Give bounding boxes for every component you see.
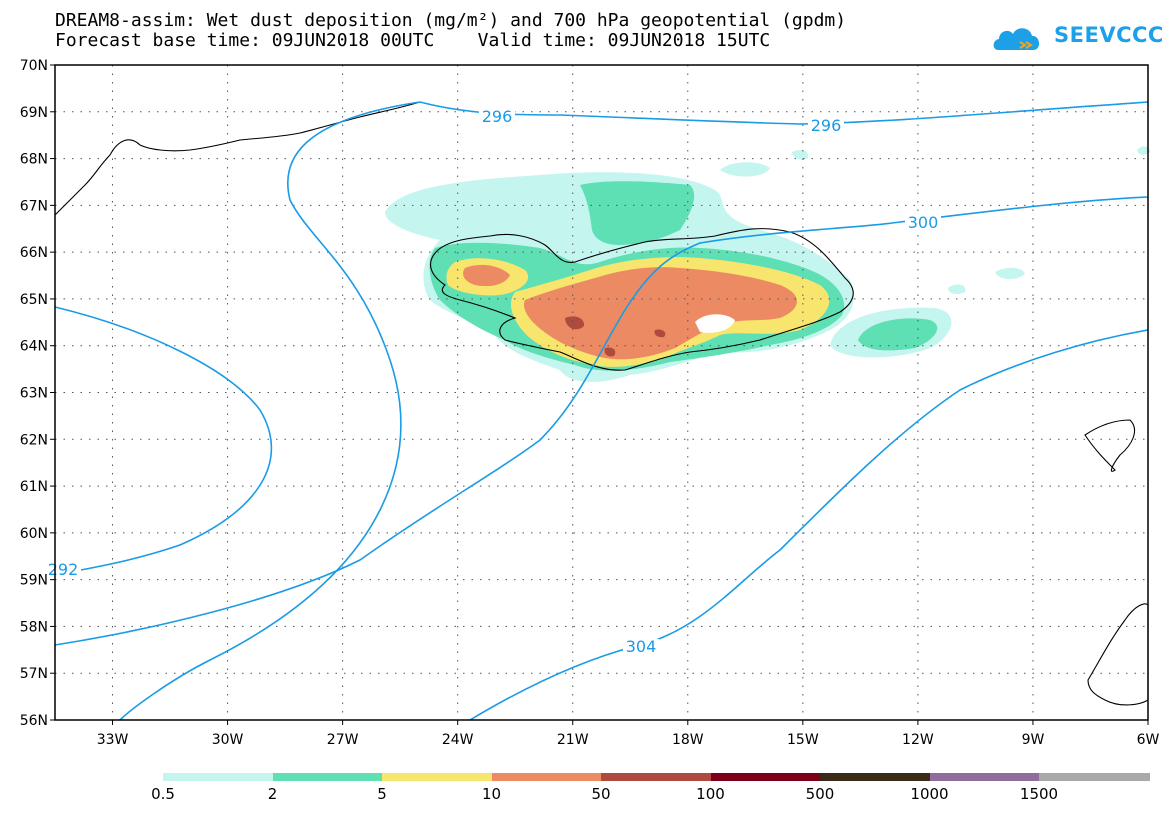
dust-deposition-field [385,146,1150,382]
lon-tick-label: 18W [672,732,704,748]
lat-tick-label: 59N [20,573,48,589]
contour-label-bg [623,639,659,655]
map-frame [54,64,1149,721]
lon-tick-label: 24W [442,732,474,748]
colorbar-label: 0.5 [151,785,175,803]
coastline [1087,603,1149,706]
colorbar-label: 2 [267,785,278,803]
colorbar-swatch [929,773,1040,781]
contour-label-bg [808,118,844,134]
contour-296 [119,101,421,721]
cloud-logo-icon [993,28,1040,50]
colorbar-swatch [491,773,602,781]
lat-tick-label: 58N [20,619,48,635]
lon-tick-label: 27W [327,732,359,748]
contour-304 [469,329,1149,721]
colorbar-label: 100 [696,785,725,803]
colorbar-label: 1000 [910,785,949,803]
colorbar-label: 1500 [1019,785,1059,803]
contour-296-north [419,101,1149,125]
colorbar-swatch [163,773,274,781]
lat-tick-label: 64N [20,339,48,355]
lat-tick-label: 61N [20,479,48,495]
lat-tick-label: 57N [20,666,48,682]
colorbar-label: 5 [377,785,387,803]
colorbar-label: 500 [805,785,835,803]
lat-tick-label: 68N [20,152,48,168]
lon-tick-label: 6W [1137,732,1160,748]
logo-text: SEEVCCC [1054,23,1164,47]
contour-label: 296 [811,116,842,135]
lat-tick-label: 62N [20,432,48,448]
lat-tick-label: 60N [20,526,48,542]
lat-tick-label: 66N [20,245,48,261]
lat-tick-label: 65N [20,292,48,308]
colorbar-swatch [272,773,383,781]
lon-tick-label: 9W [1022,732,1045,748]
coastline [1084,419,1135,472]
lat-tick-label: 69N [20,105,48,121]
coastline [54,101,421,216]
lat-tick-label: 56N [20,713,48,729]
contour-292 [54,306,273,576]
contour-label: 300 [908,213,939,232]
colorbar-swatch [710,773,821,781]
lon-tick-label: 30W [212,732,244,748]
contour-label-bg [905,215,941,231]
lon-tick-label: 12W [902,732,934,748]
lon-tick-label: 33W [97,732,129,748]
contour-label-bg [45,562,81,578]
chart-title-line-2: Forecast base time: 09JUN2018 00UTC Vali… [55,30,771,51]
contour-label: 296 [482,107,513,126]
contour-label: 292 [48,560,79,579]
lat-tick-label: 70N [20,58,48,74]
colorbar-swatch [820,773,931,781]
contour-label-bg [479,109,515,125]
lon-tick-label: 21W [557,732,589,748]
colorbar-label: 50 [591,785,611,803]
colorbar-swatch [1039,773,1150,781]
contour-label: 304 [626,637,657,656]
lon-tick-label: 15W [787,732,819,748]
colorbar-label: 10 [481,785,502,803]
chart-title-line-1: DREAM8-assim: Wet dust deposition (mg/m²… [55,10,847,31]
coastline [429,228,854,371]
lat-tick-label: 67N [20,198,48,214]
lat-tick-label: 63N [20,386,48,402]
colorbar-swatch [382,773,493,781]
colorbar-swatch [601,773,712,781]
